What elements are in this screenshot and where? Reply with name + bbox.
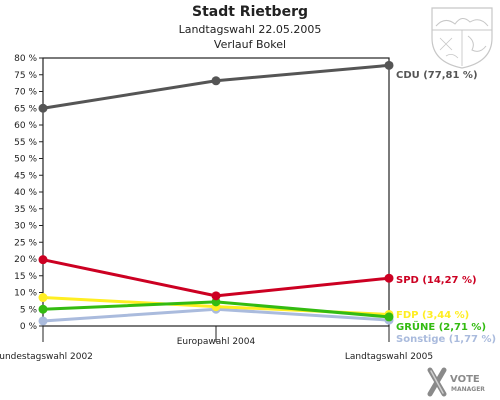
data-point — [384, 312, 394, 322]
chart-title: Stadt Rietberg — [192, 4, 308, 20]
x-axis: Bundestagswahl 2002 Europawahl 2004 Landta… — [0, 326, 433, 362]
series-cdu — [38, 60, 394, 113]
y-tick-label: 35 % — [14, 205, 37, 215]
data-point — [211, 291, 221, 301]
series-spd — [38, 255, 394, 301]
y-tick-label: 50 % — [14, 155, 37, 165]
y-tick-label: 25 % — [14, 238, 37, 248]
y-tick-label: 5 % — [20, 305, 38, 315]
x-tick-label: Bundestagswahl 2002 — [0, 352, 93, 362]
data-point — [211, 76, 221, 86]
y-tick-label: 65 % — [14, 104, 37, 114]
y-tick-label: 0 % — [20, 322, 38, 332]
y-tick-label: 45 % — [14, 171, 37, 181]
y-tick-label: 80 % — [14, 54, 37, 64]
data-point — [38, 293, 48, 303]
y-tick-label: 55 % — [14, 138, 37, 148]
logo-sub: MANAGER — [451, 386, 485, 393]
y-tick-label: 60 % — [14, 121, 37, 131]
y-tick-label: 15 % — [14, 272, 37, 282]
series-labels: CDU (77,81 %) SPD (14,27 %) FDP (3,44 %)GR… — [396, 70, 496, 345]
data-point — [38, 304, 48, 314]
data-point — [384, 273, 394, 283]
series-end-label: GRÜNE (2,71 %) — [396, 319, 486, 333]
y-axis: 0 % 5 % 10 % 15 % 20 % 25 % 30 % 35 % 40 % 45 % 50… — [14, 54, 43, 332]
vote-manager-x-icon — [427, 367, 447, 397]
x-tick-label: Landtagswahl 2005 — [345, 352, 433, 362]
y-tick-label: 20 % — [14, 255, 37, 265]
y-tick-label: 70 % — [14, 88, 37, 98]
y-tick-label: 10 % — [14, 289, 37, 299]
series-end-label: CDU (77,81 %) — [396, 70, 478, 81]
logo-name: VOTE — [450, 374, 480, 385]
series-end-label: Sonstige (1,77 %) — [396, 334, 496, 345]
data-point — [38, 103, 48, 113]
data-point — [38, 255, 48, 265]
vote-manager-logo: VOTE MANAGER — [427, 367, 485, 397]
series-end-label: SPD (14,27 %) — [396, 275, 477, 286]
x-tick-label: Europawahl 2004 — [177, 337, 256, 347]
data-point — [384, 60, 394, 70]
series-end-label: FDP (3,44 %) — [396, 310, 469, 321]
y-tick-label: 40 % — [14, 188, 37, 198]
data-point — [38, 316, 48, 326]
y-tick-label: 30 % — [14, 222, 37, 232]
chart-subtitle: Landtagswahl 22.05.2005 — [179, 23, 322, 36]
chart-subtitle-2: Verlauf Bokel — [214, 38, 286, 51]
series-layer — [38, 60, 394, 326]
nrw-coat-of-arms-icon — [431, 7, 493, 69]
y-tick-label: 75 % — [14, 71, 37, 81]
plot-area — [42, 57, 390, 327]
